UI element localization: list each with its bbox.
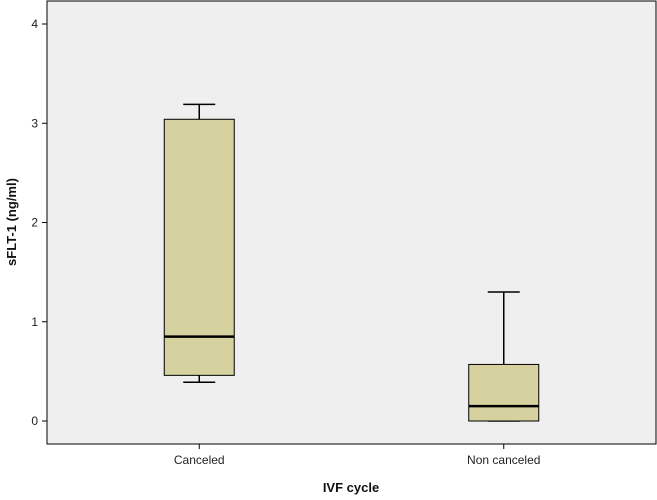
y-axis: 0 1 2 3 4 bbox=[31, 17, 47, 428]
y-tick-label: 3 bbox=[31, 116, 38, 130]
iqr-box bbox=[468, 363, 540, 422]
x-axis-title: IVF cycle bbox=[323, 480, 379, 495]
x-tick-label: Non canceled bbox=[467, 453, 540, 467]
x-axis: Canceled Non canceled bbox=[174, 444, 540, 467]
y-axis-title: sFLT-1 (ng/ml) bbox=[4, 178, 19, 266]
y-tick-label: 4 bbox=[31, 17, 38, 31]
box-group bbox=[468, 291, 540, 422]
y-tick-label: 2 bbox=[31, 216, 38, 230]
box-series bbox=[163, 103, 540, 422]
box-group bbox=[163, 103, 235, 384]
y-tick-label: 1 bbox=[31, 315, 38, 329]
y-tick-label: 0 bbox=[31, 414, 38, 428]
iqr-box bbox=[163, 118, 235, 376]
plot-area-background bbox=[46, 0, 657, 445]
x-tick-label: Canceled bbox=[174, 453, 225, 467]
